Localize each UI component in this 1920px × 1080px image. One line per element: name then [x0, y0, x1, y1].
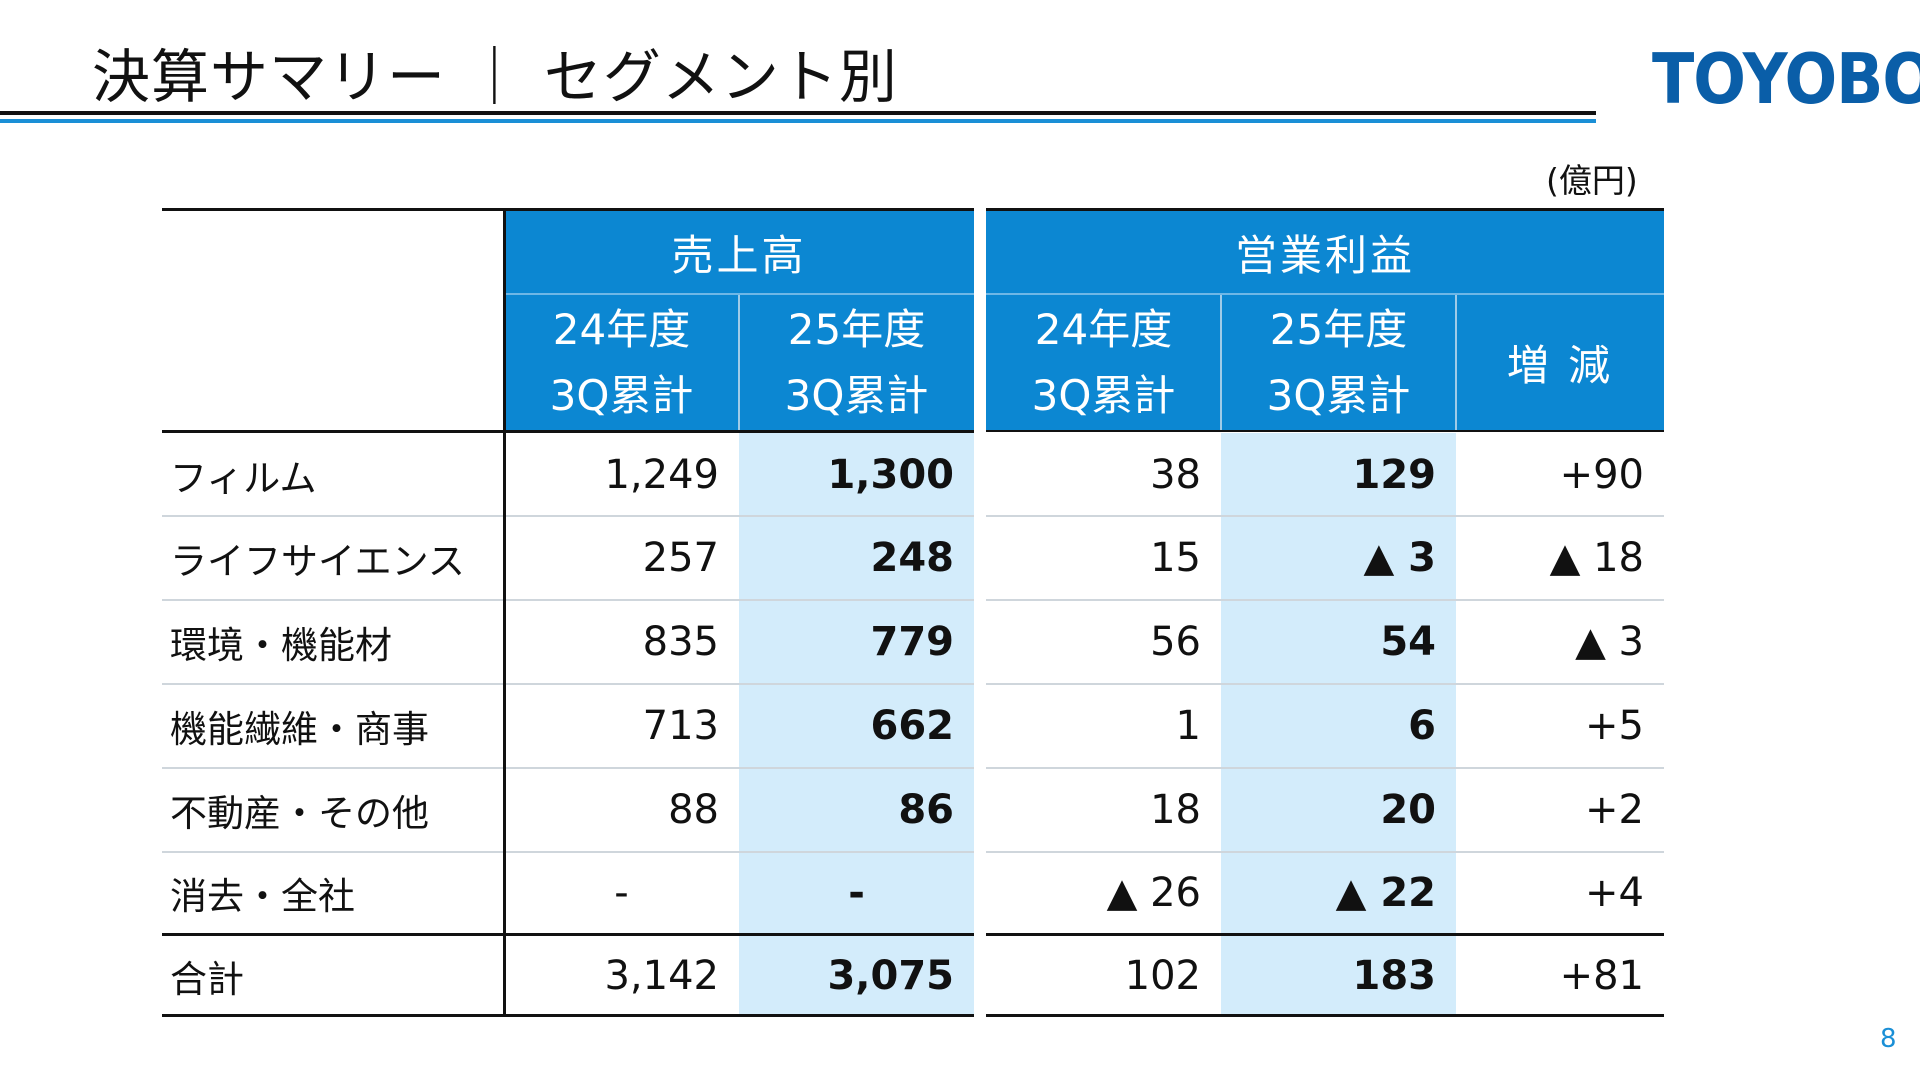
cell-change: +4: [1585, 870, 1644, 916]
cell-op-24: 102: [1124, 953, 1201, 999]
row-divider: [162, 767, 974, 769]
page-number: 8: [1880, 1024, 1897, 1054]
cell-sales-24: 3,142: [604, 953, 719, 999]
cell-op-24: ▲ 26: [1106, 870, 1201, 916]
cell-op-24: 18: [1150, 787, 1201, 833]
title-rule-blue: [0, 119, 1596, 123]
col-header-line: 3Q累計: [1266, 370, 1411, 420]
row-divider: [986, 767, 1664, 769]
col-header-line: 24年度: [1034, 304, 1173, 354]
highlight-op-25: [1221, 433, 1456, 1016]
cell-sales-25: 248: [870, 535, 955, 581]
row-divider: [162, 515, 974, 517]
cell-op-25: 129: [1352, 451, 1437, 498]
group-header-sales: 売上高: [504, 211, 974, 293]
col-header-change: 増 減: [1456, 295, 1664, 430]
header-divider: [986, 293, 1664, 295]
cell-op-25: 54: [1380, 619, 1436, 665]
cell-sales-24: 713: [642, 703, 719, 749]
header-bottom-border-left: [162, 430, 974, 433]
cell-op-25: 6: [1408, 703, 1436, 749]
row-divider: [986, 515, 1664, 517]
cell-op-24: 38: [1150, 451, 1201, 498]
total-divider: [162, 933, 974, 936]
cell-sales-25: 779: [870, 619, 955, 665]
cell-sales-24: -: [614, 870, 629, 916]
row-label: ライフサイエンス: [170, 540, 465, 583]
cell-sales-25: 86: [898, 787, 954, 833]
col-header-line: 3Q累計: [1031, 370, 1176, 420]
cell-sales-24: 1,249: [604, 451, 719, 498]
cell-op-25: 183: [1352, 953, 1437, 999]
title-rule-black: [0, 111, 1596, 115]
cell-op-25: ▲ 3: [1363, 535, 1436, 581]
row-divider: [986, 599, 1664, 601]
cell-sales-25: -: [848, 870, 865, 916]
table-top-border-right: [986, 208, 1664, 211]
col-header-op-25: 25年度 3Q累計: [1221, 295, 1456, 430]
col-header-sales-25: 25年度 3Q累計: [739, 295, 974, 430]
cell-change: +5: [1585, 703, 1644, 749]
total-divider: [986, 933, 1664, 936]
row-label: 機能繊維・商事: [170, 708, 429, 751]
cell-sales-24: 257: [642, 535, 719, 581]
col-header-line: 24年度: [552, 304, 691, 354]
cell-sales-25: 1,300: [827, 451, 954, 498]
cell-change: +81: [1559, 953, 1644, 999]
row-label: 消去・全社: [170, 875, 355, 918]
cell-change: +2: [1585, 787, 1644, 833]
cell-op-25: ▲ 22: [1335, 870, 1436, 916]
row-divider: [986, 851, 1664, 853]
row-divider: [162, 851, 974, 853]
segment-summary-table: 売上高 営業利益 24年度 3Q累計 25年度 3Q累計 24年度 3Q累計 2…: [162, 208, 1664, 1017]
col-header-line: 25年度: [1269, 304, 1408, 354]
cell-op-24: 1: [1175, 703, 1201, 749]
table-top-border-left: [162, 208, 974, 211]
cell-sales-25: 662: [870, 703, 955, 749]
unit-label: (億円): [1546, 161, 1638, 200]
page-title: 決算サマリー ｜ セグメント別: [92, 43, 898, 111]
header-divider: [504, 293, 974, 295]
company-logo: TOYOBO: [1652, 38, 1920, 120]
label-column-border: [503, 208, 506, 1016]
group-header-operating-profit: 営業利益: [986, 211, 1664, 293]
header-col-divider: [1455, 295, 1457, 430]
col-header-op-24: 24年度 3Q累計: [986, 295, 1221, 430]
row-divider: [162, 683, 974, 685]
row-divider: [986, 683, 1664, 685]
col-header-line: 3Q累計: [549, 370, 694, 420]
cell-change: ▲ 18: [1549, 535, 1644, 581]
table-bottom-border-right: [986, 1014, 1664, 1017]
cell-op-25: 20: [1380, 787, 1436, 833]
table-bottom-border-left: [162, 1014, 974, 1017]
row-label: 不動産・その他: [170, 792, 429, 835]
header-col-divider: [1220, 295, 1222, 430]
header-col-divider: [738, 295, 740, 430]
row-label: 環境・機能材: [170, 624, 392, 667]
row-label-total: 合計: [170, 958, 244, 1001]
row-divider: [162, 599, 974, 601]
cell-sales-25: 3,075: [827, 953, 954, 999]
cell-change: ▲ 3: [1575, 619, 1644, 665]
highlight-sales-25: [739, 433, 974, 1016]
col-header-line: 25年度: [787, 304, 926, 354]
cell-op-24: 15: [1150, 535, 1201, 581]
cell-sales-24: 88: [668, 787, 719, 833]
header-bottom-border-right: [986, 430, 1664, 432]
cell-op-24: 56: [1150, 619, 1201, 665]
cell-sales-24: 835: [642, 619, 719, 665]
col-header-line: 3Q累計: [784, 370, 929, 420]
cell-change: +90: [1559, 451, 1644, 498]
col-header-sales-24: 24年度 3Q累計: [504, 295, 739, 430]
row-label: フィルム: [170, 456, 317, 500]
